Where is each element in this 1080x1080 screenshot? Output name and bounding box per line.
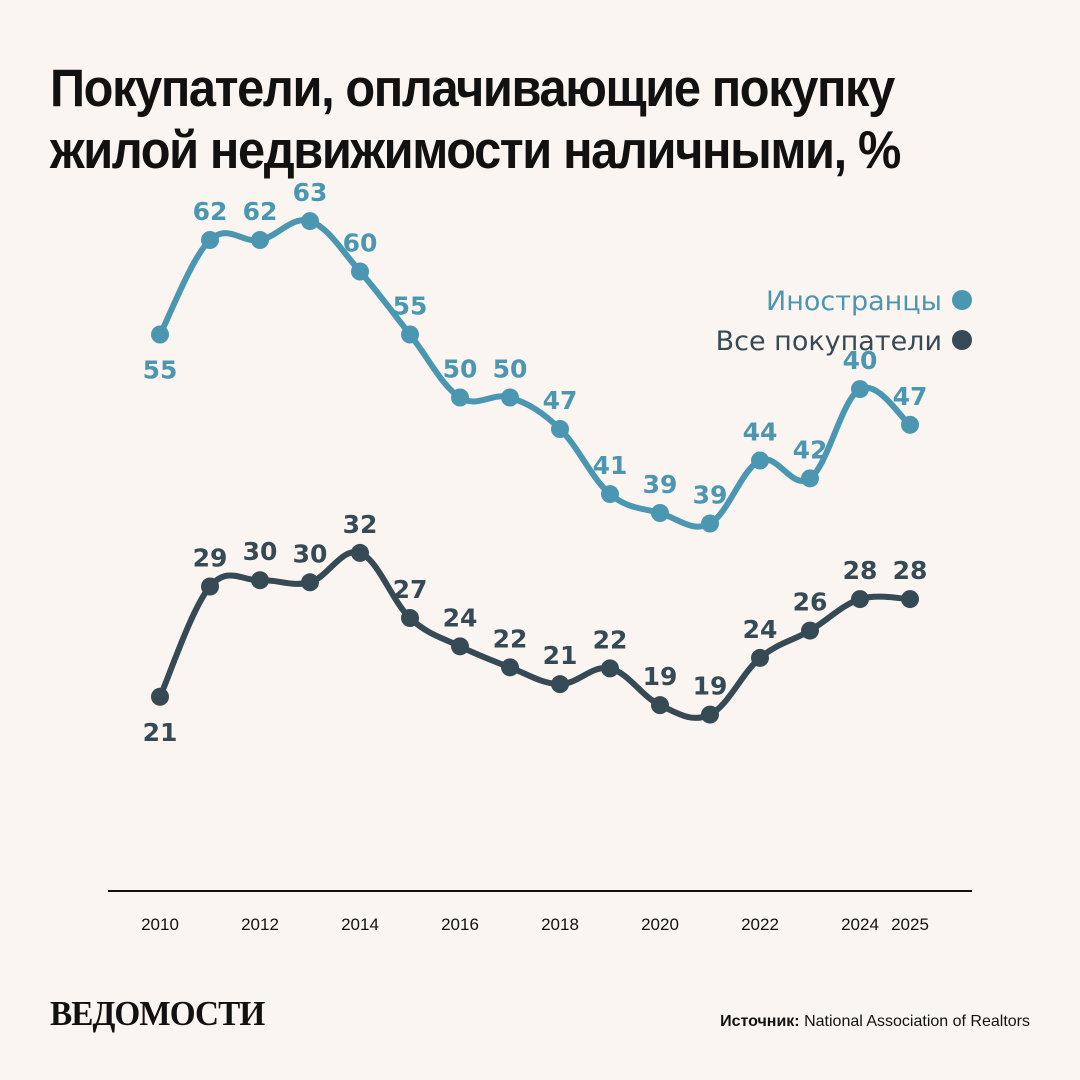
data-label-all-buyers: 21 bbox=[143, 718, 178, 747]
data-label-foreigners: 62 bbox=[243, 197, 278, 226]
data-point-all-buyers bbox=[801, 621, 819, 640]
data-label-all-buyers: 21 bbox=[543, 641, 578, 670]
series-points bbox=[151, 212, 919, 724]
data-point-all-buyers bbox=[501, 658, 519, 677]
data-label-foreigners: 50 bbox=[443, 355, 478, 384]
data-label-foreigners: 39 bbox=[643, 470, 678, 499]
chart-title: Покупатели, оплачивающие покупку жилой н… bbox=[50, 59, 901, 180]
data-point-foreigners bbox=[451, 388, 469, 407]
x-axis-ticks: 2010 2012 2014 2016 2018 2020 2022 2024 2025 bbox=[141, 915, 929, 934]
x-tick-label: 2024 bbox=[841, 915, 879, 934]
data-label-foreigners: 47 bbox=[893, 382, 928, 411]
data-label-all-buyers: 32 bbox=[343, 510, 378, 539]
data-point-foreigners bbox=[801, 469, 819, 488]
data-point-all-buyers bbox=[401, 609, 419, 627]
data-point-foreigners bbox=[701, 514, 719, 533]
data-label-all-buyers: 22 bbox=[593, 625, 628, 654]
x-tick-label: 2010 bbox=[141, 915, 179, 934]
x-tick-label: 2025 bbox=[891, 915, 929, 934]
data-point-all-buyers bbox=[451, 637, 469, 656]
data-label-all-buyers: 30 bbox=[293, 539, 328, 568]
data-label-foreigners: 55 bbox=[393, 292, 428, 321]
data-label-foreigners: 50 bbox=[493, 355, 528, 384]
data-label-all-buyers: 29 bbox=[193, 544, 228, 573]
data-label-foreigners: 60 bbox=[343, 229, 378, 258]
source-note: Источник: National Association of Realto… bbox=[720, 1013, 1030, 1031]
data-label-foreigners: 55 bbox=[143, 356, 178, 385]
data-label-foreigners: 39 bbox=[693, 481, 728, 510]
data-point-foreigners bbox=[201, 231, 219, 249]
data-point-all-buyers bbox=[301, 573, 319, 592]
legend-marker-all-buyers bbox=[952, 330, 972, 350]
data-label-foreigners: 62 bbox=[193, 197, 228, 226]
data-label-foreigners: 63 bbox=[293, 178, 328, 207]
data-point-foreigners bbox=[401, 325, 419, 344]
x-tick-label: 2018 bbox=[541, 915, 579, 934]
data-point-all-buyers bbox=[901, 590, 919, 609]
data-point-foreigners bbox=[251, 231, 269, 249]
brand-logo: ВЕДОМОСТИ bbox=[50, 994, 265, 1033]
data-label-all-buyers: 22 bbox=[493, 624, 528, 653]
data-point-foreigners bbox=[551, 420, 569, 438]
data-label-all-buyers: 26 bbox=[793, 588, 828, 617]
x-tick-label: 2014 bbox=[341, 915, 379, 934]
data-point-all-buyers bbox=[551, 675, 569, 694]
data-labels: 55 62 62 63 60 55 50 50 47 41 39 39 44 42 40 47 21 29 30 30… bbox=[143, 178, 928, 747]
data-point-foreigners bbox=[601, 485, 619, 504]
data-point-foreigners bbox=[651, 504, 669, 522]
data-point-all-buyers bbox=[201, 577, 219, 596]
data-label-all-buyers: 19 bbox=[643, 662, 678, 691]
data-point-all-buyers bbox=[151, 687, 169, 706]
legend-marker-foreigners bbox=[952, 290, 972, 310]
x-tick-label: 2012 bbox=[241, 915, 279, 934]
data-label-all-buyers: 28 bbox=[843, 556, 878, 585]
data-point-foreigners bbox=[851, 380, 869, 399]
data-label-foreigners: 40 bbox=[843, 346, 878, 375]
data-label-foreigners: 47 bbox=[543, 386, 578, 415]
data-point-foreigners bbox=[751, 451, 769, 470]
source-value: National Association of Realtors bbox=[804, 1013, 1030, 1030]
x-tick-label: 2020 bbox=[641, 915, 679, 934]
data-point-foreigners bbox=[301, 212, 319, 231]
legend-label-foreigners: Иностранцы bbox=[766, 286, 942, 317]
data-point-foreigners bbox=[151, 325, 169, 344]
x-tick-label: 2022 bbox=[741, 915, 779, 934]
data-point-all-buyers bbox=[601, 659, 619, 678]
series-line-foreigners bbox=[157, 217, 913, 530]
data-label-all-buyers: 28 bbox=[893, 556, 928, 585]
data-point-foreigners bbox=[351, 262, 369, 281]
data-point-foreigners bbox=[501, 388, 519, 407]
data-label-foreigners: 44 bbox=[743, 418, 778, 447]
data-point-all-buyers bbox=[701, 705, 719, 724]
data-label-foreigners: 41 bbox=[593, 451, 628, 480]
data-label-foreigners: 42 bbox=[793, 435, 828, 464]
data-label-all-buyers: 30 bbox=[243, 537, 278, 566]
legend-label-all-buyers: Все покупатели bbox=[716, 326, 942, 357]
source-label: Источник: bbox=[720, 1013, 800, 1030]
data-point-all-buyers bbox=[251, 571, 269, 590]
legend: Иностранцы Все покупатели bbox=[716, 286, 972, 357]
data-point-all-buyers bbox=[351, 543, 369, 562]
data-point-all-buyers bbox=[651, 696, 669, 715]
data-label-all-buyers: 24 bbox=[443, 603, 478, 632]
series-line-all-buyers bbox=[157, 549, 913, 721]
data-point-foreigners bbox=[901, 415, 919, 434]
data-point-all-buyers bbox=[751, 648, 769, 667]
data-label-all-buyers: 27 bbox=[393, 575, 428, 604]
data-label-all-buyers: 24 bbox=[743, 615, 778, 644]
data-point-all-buyers bbox=[851, 590, 869, 609]
x-tick-label: 2016 bbox=[441, 915, 479, 934]
data-label-all-buyers: 19 bbox=[693, 672, 728, 701]
